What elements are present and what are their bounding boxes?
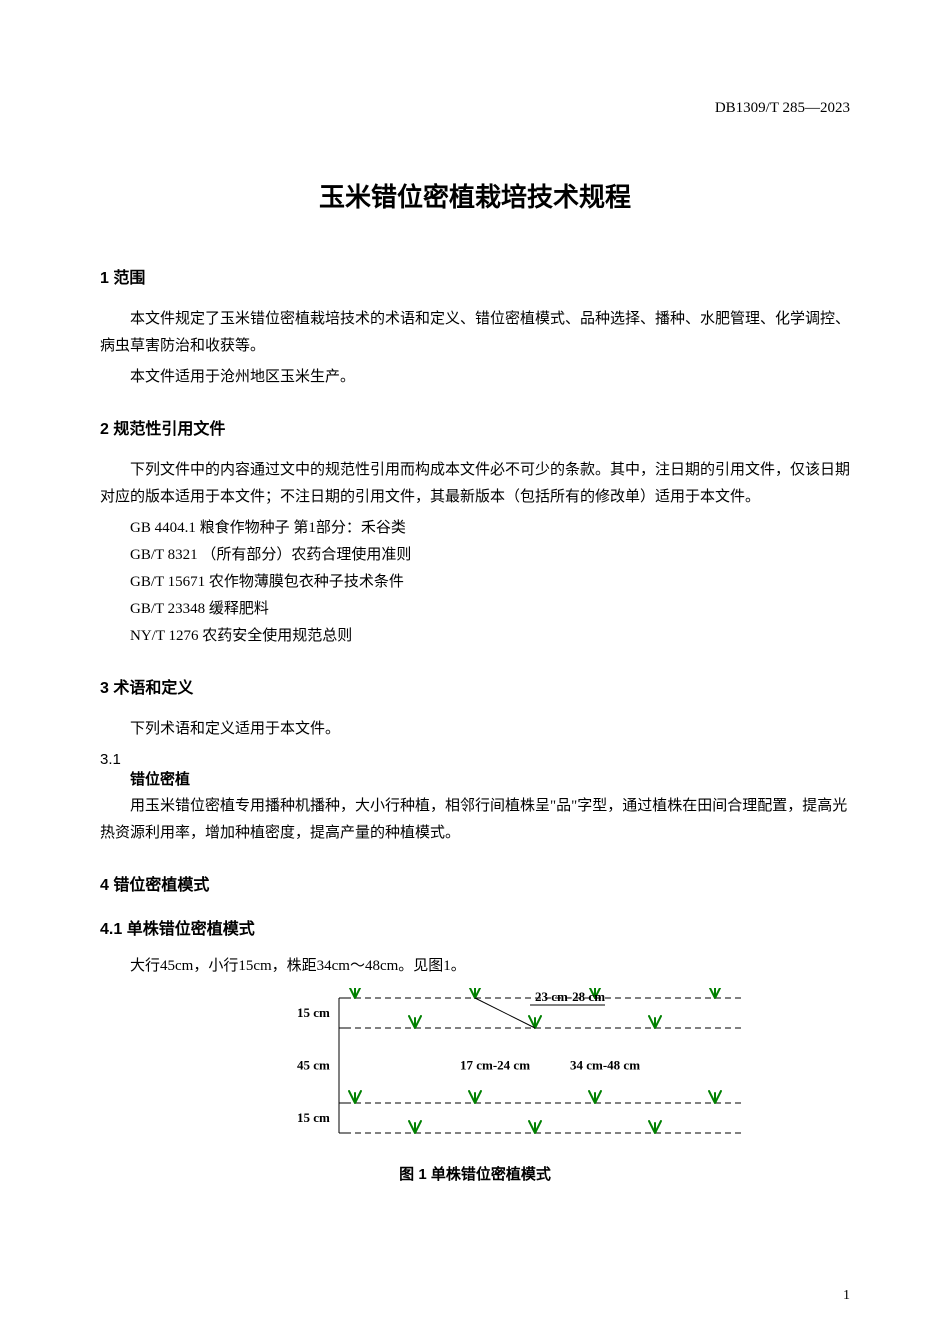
term-name: 错位密植 xyxy=(100,768,850,789)
reference-item: GB 4404.1 粮食作物种子 第1部分：禾谷类 xyxy=(100,515,850,542)
document-code: DB1309/T 285—2023 xyxy=(100,100,850,117)
svg-text:15 cm: 15 cm xyxy=(297,1005,330,1020)
svg-text:23 cm-28 cm: 23 cm-28 cm xyxy=(535,989,605,1004)
reference-item: GB/T 8321 （所有部分）农药合理使用准则 xyxy=(100,542,850,569)
svg-text:34 cm-48 cm: 34 cm-48 cm xyxy=(570,1058,640,1073)
figure-1: 15 cm 45 cm 15 cm 23 cm-28 cm 17 cm-24 cm 34 … xyxy=(100,988,850,1184)
section-2-heading: 2 规范性引用文件 xyxy=(100,415,850,439)
reference-item: GB/T 23348 缓释肥料 xyxy=(100,596,850,623)
figure-1-diagram: 15 cm 45 cm 15 cm 23 cm-28 cm 17 cm-24 cm 34 … xyxy=(295,988,755,1153)
section-3-heading: 3 术语和定义 xyxy=(100,674,850,698)
section-2-intro: 下列文件中的内容通过文中的规范性引用而构成本文件必不可少的条款。其中，注日期的引… xyxy=(100,457,850,511)
svg-text:15 cm: 15 cm xyxy=(297,1110,330,1125)
term-definition: 用玉米错位密植专用播种机播种，大小行种植，相邻行间植株呈"品"字型，通过植株在田… xyxy=(100,793,850,847)
page-number: 1 xyxy=(843,1288,850,1304)
reference-item: NY/T 1276 农药安全使用规范总则 xyxy=(100,623,850,650)
section-4-1-text: 大行45cm，小行15cm，株距34cm～48cm。见图1。 xyxy=(100,953,850,980)
reference-item: GB/T 15671 农作物薄膜包衣种子技术条件 xyxy=(100,569,850,596)
term-number: 3.1 xyxy=(100,751,850,768)
section-1-paragraph: 本文件规定了玉米错位密植栽培技术的术语和定义、错位密植模式、品种选择、播种、水肥… xyxy=(100,306,850,360)
main-title: 玉米错位密植栽培技术规程 xyxy=(100,177,850,214)
svg-text:45 cm: 45 cm xyxy=(297,1058,330,1073)
figure-1-caption: 图 1 单株错位密植模式 xyxy=(399,1163,551,1184)
section-4-1-heading: 4.1 单株错位密植模式 xyxy=(100,915,850,939)
svg-text:17 cm-24 cm: 17 cm-24 cm xyxy=(460,1058,530,1073)
section-1-paragraph: 本文件适用于沧州地区玉米生产。 xyxy=(100,364,850,391)
section-3-intro: 下列术语和定义适用于本文件。 xyxy=(100,716,850,743)
section-1-heading: 1 范围 xyxy=(100,264,850,288)
section-4-heading: 4 错位密植模式 xyxy=(100,871,850,895)
